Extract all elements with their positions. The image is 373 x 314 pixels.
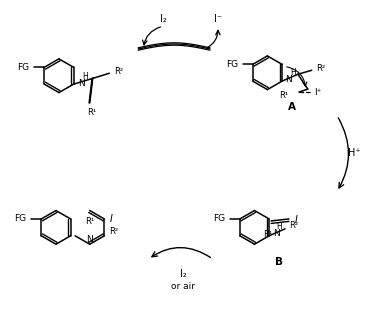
Text: N: N xyxy=(78,79,85,88)
Text: FG: FG xyxy=(226,60,238,69)
Text: or air: or air xyxy=(171,282,195,291)
Text: FG: FG xyxy=(213,214,225,224)
Text: FG: FG xyxy=(14,214,26,224)
Text: H: H xyxy=(290,68,296,77)
Text: N: N xyxy=(273,229,279,238)
Text: R²: R² xyxy=(114,67,123,76)
Text: I: I xyxy=(110,214,113,224)
Text: H: H xyxy=(82,72,88,81)
Text: R²: R² xyxy=(109,227,118,236)
Text: I⁻: I⁻ xyxy=(214,14,222,24)
Text: A: A xyxy=(288,102,296,112)
Text: I₂: I₂ xyxy=(160,14,167,24)
Text: R²: R² xyxy=(289,221,298,230)
Text: N: N xyxy=(87,235,93,244)
Text: FG: FG xyxy=(17,63,29,72)
Text: R¹: R¹ xyxy=(85,217,94,226)
Text: R¹: R¹ xyxy=(279,90,288,100)
Text: H⁺: H⁺ xyxy=(348,148,361,158)
Text: R¹: R¹ xyxy=(87,108,96,117)
Text: I⁺: I⁺ xyxy=(314,88,322,97)
Text: B: B xyxy=(275,257,283,267)
Text: R²: R² xyxy=(316,64,325,73)
Text: I: I xyxy=(294,215,297,225)
Text: N: N xyxy=(286,75,292,84)
Text: R¹: R¹ xyxy=(263,230,273,239)
Text: I₂: I₂ xyxy=(180,269,186,279)
Text: H: H xyxy=(276,222,282,231)
